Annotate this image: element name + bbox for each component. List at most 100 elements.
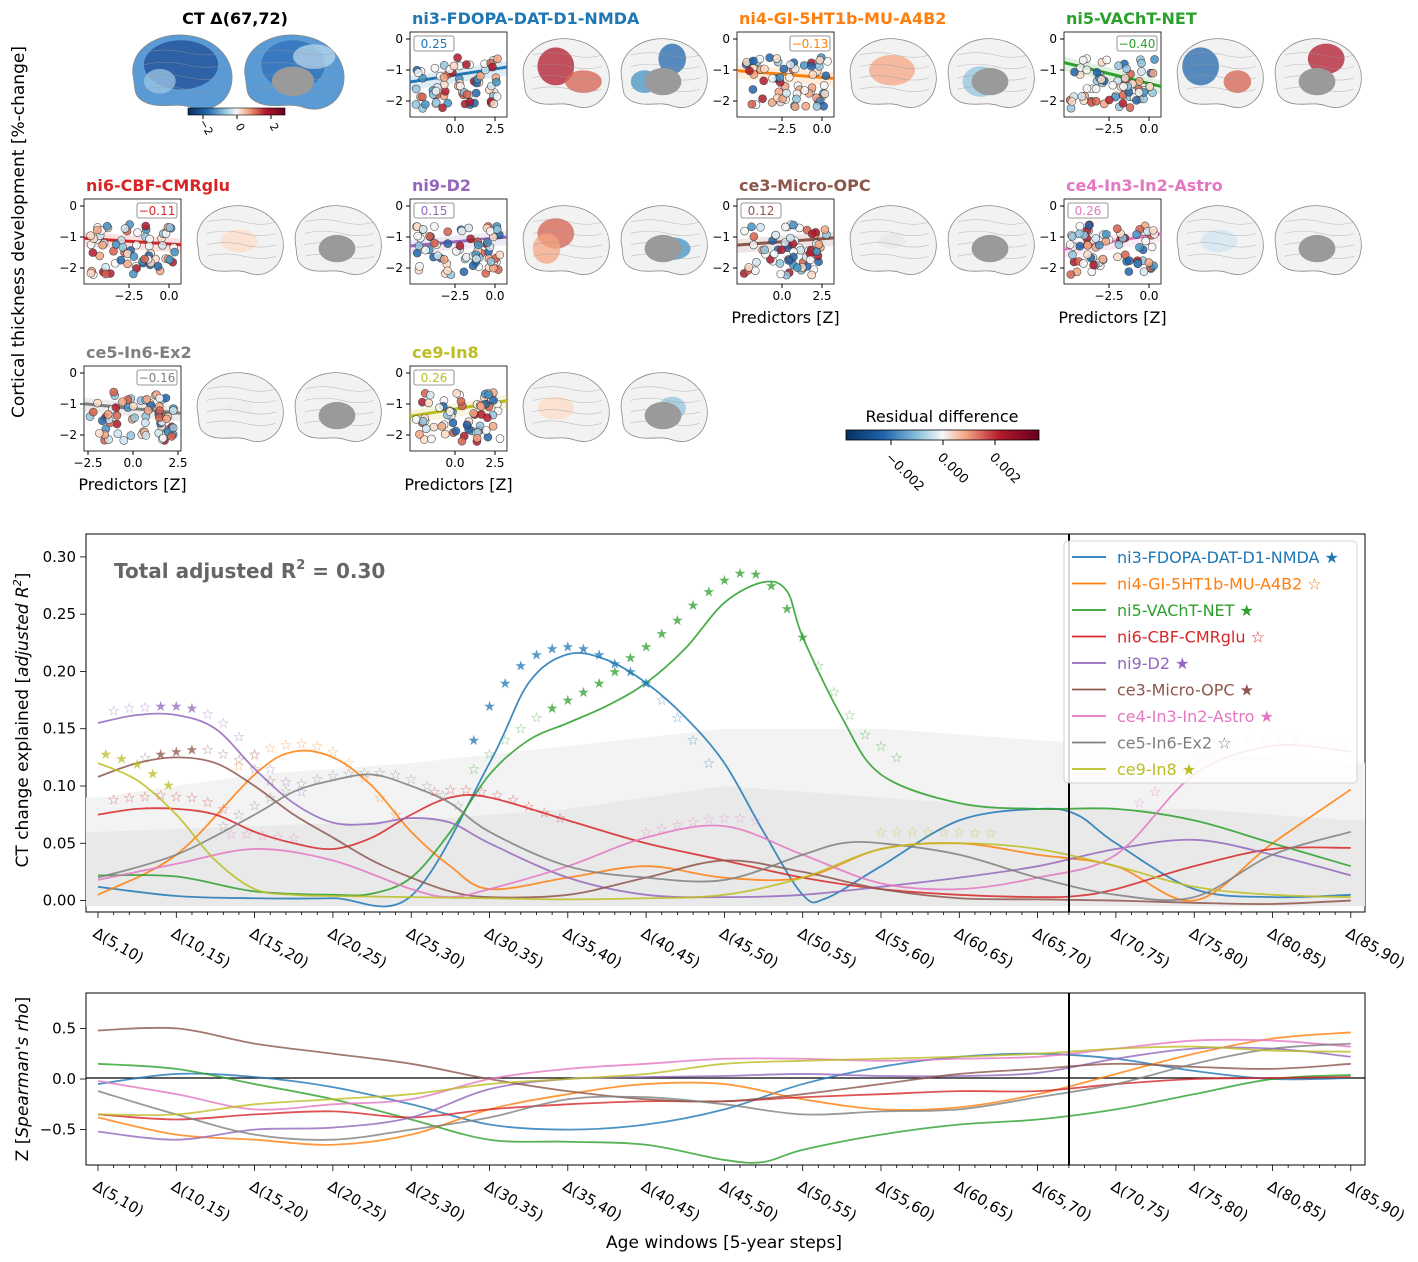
significance-star: ☆ [311, 772, 324, 788]
r-label-box [789, 35, 831, 52]
significance-star: ☆ [240, 827, 253, 843]
residual-brain-gyrus [630, 219, 700, 225]
residual-brain-medial-wall [1298, 67, 1336, 96]
r-label: 0.12 [748, 204, 775, 218]
significance-star: ★ [562, 693, 575, 709]
significance-star: ☆ [389, 808, 402, 824]
legend-label: ni3-FDOPA-DAT-D1-NMDA ★ [1117, 548, 1339, 567]
residual-brain-hemisphere [196, 372, 284, 442]
scatter-panel-title: ni9-D2 [412, 176, 471, 195]
scatter-panel: ce4-In3-In2-Astro 0.26 0 −1 −2 −2.5 0.0 Predict… [1039, 176, 1362, 327]
residual-brain-hemisphere [849, 205, 937, 275]
scatter-point [466, 234, 475, 244]
scatter-point [782, 88, 791, 98]
scatter-point [86, 231, 95, 241]
scatter-point [1119, 82, 1128, 91]
scatter-point [488, 62, 497, 72]
scatter-point [1091, 96, 1101, 106]
scatter-point [129, 269, 138, 279]
ct-brain-hemisphere [244, 34, 345, 110]
scatter-point [745, 66, 754, 76]
residual-brain-residual-patch [658, 43, 686, 74]
significance-star: ★ [702, 584, 715, 600]
residual-brain-gyrus [1186, 86, 1256, 92]
scatter-point [453, 53, 462, 62]
scatter-xlabel: Predictors [Z] [731, 308, 839, 327]
scatter-point [492, 225, 502, 234]
scatter-point [749, 56, 758, 66]
main-ylabel: CT change explained [adjusted R2] [11, 573, 33, 868]
significance-star: ☆ [475, 785, 488, 801]
significance-star: ☆ [201, 795, 214, 811]
scatter-xtick-label: 0.0 [445, 122, 464, 136]
scatter-point [462, 420, 472, 430]
significance-star: ☆ [702, 812, 715, 828]
significance-star: ★ [562, 639, 575, 655]
scatter-point [452, 389, 462, 398]
residual-brain-gyrus [957, 52, 1027, 58]
scatter-point [1135, 242, 1144, 252]
significance-star: ☆ [107, 793, 120, 809]
scatter-point [1132, 96, 1141, 105]
scatter-point [815, 55, 825, 65]
scatter-panel-title: ce5-In6-Ex2 [86, 343, 192, 362]
x-tick-label: Δ(50,55) [795, 924, 860, 972]
significance-star: ☆ [460, 782, 473, 798]
scatter-point [1148, 68, 1158, 78]
significance-star: ☆ [295, 737, 308, 753]
residual-brain-gyrus [532, 52, 602, 58]
significance-star: ★ [734, 566, 747, 582]
scatter-ytick-label: −2 [712, 94, 730, 108]
x-tick-label: Δ(20,25) [325, 1177, 390, 1225]
scatter-point [749, 232, 759, 241]
residual-brain-gyrus [859, 86, 929, 92]
scatter-point [101, 269, 111, 279]
scatter-point [421, 424, 431, 433]
residual-brain-gyrus [206, 420, 276, 426]
x-tick-label: Δ(70,75) [1108, 924, 1173, 972]
rho-series-line [97, 1042, 1351, 1141]
scatter-point [412, 248, 422, 258]
r-label: 0.15 [421, 204, 448, 218]
scatter-point [154, 413, 164, 422]
residual-brain-gyrus [206, 242, 276, 248]
scatter-point [1118, 98, 1128, 108]
scatter-ytick-label: −1 [59, 397, 77, 411]
residual-brain-gyrus [1186, 75, 1256, 81]
significance-star: ☆ [671, 818, 684, 834]
significance-star: ★ [154, 747, 167, 763]
x-tick-label: Δ(40,45) [638, 1177, 703, 1225]
scatter-point [758, 94, 767, 103]
scatter-ytick-label: −2 [712, 261, 730, 275]
scatter-panel-title: ni4-GI-5HT1b-MU-A4B2 [739, 9, 946, 28]
scatter-ytick-label: −2 [1039, 94, 1057, 108]
ct-brain-residual-patch [143, 68, 176, 94]
residual-brain-gyrus [957, 219, 1027, 225]
significance-star: ☆ [515, 722, 528, 738]
x-tick-label: Δ(5,10) [90, 1177, 147, 1220]
scatter-point [476, 71, 485, 81]
rho-series-line [97, 1038, 1351, 1111]
scatter-point [744, 263, 754, 272]
scatter-point [95, 428, 104, 438]
residual-brain-hemisphere [1176, 38, 1264, 108]
significance-star: ★ [593, 647, 606, 663]
residual-brain-hemisphere [294, 205, 382, 275]
main-ytick-label: 0.25 [43, 605, 76, 623]
significance-star: ☆ [953, 825, 966, 841]
residual-brain-medial-wall [1298, 234, 1336, 263]
residual-brain-gyrus [1284, 230, 1354, 236]
scatter-panel: ce5-In6-Ex2 −0.16 0 −1 −2 −2.5 0.0 2.5 Predictor… [59, 343, 382, 494]
scatter-point [493, 54, 502, 64]
significance-star: ☆ [272, 829, 285, 845]
scatter-point [165, 223, 175, 232]
significance-star: ☆ [123, 790, 136, 806]
x-tick-label: Δ(85,90) [1343, 1177, 1408, 1225]
significance-star: ☆ [295, 785, 308, 801]
residual-brain-medial-wall [318, 401, 356, 430]
scatter-point [411, 100, 421, 109]
significance-star: ☆ [389, 768, 402, 784]
scatter-ytick-label: 0 [1049, 32, 1057, 46]
scatter-xtick-label: −2.5 [114, 289, 143, 303]
scatter-point [129, 401, 138, 411]
